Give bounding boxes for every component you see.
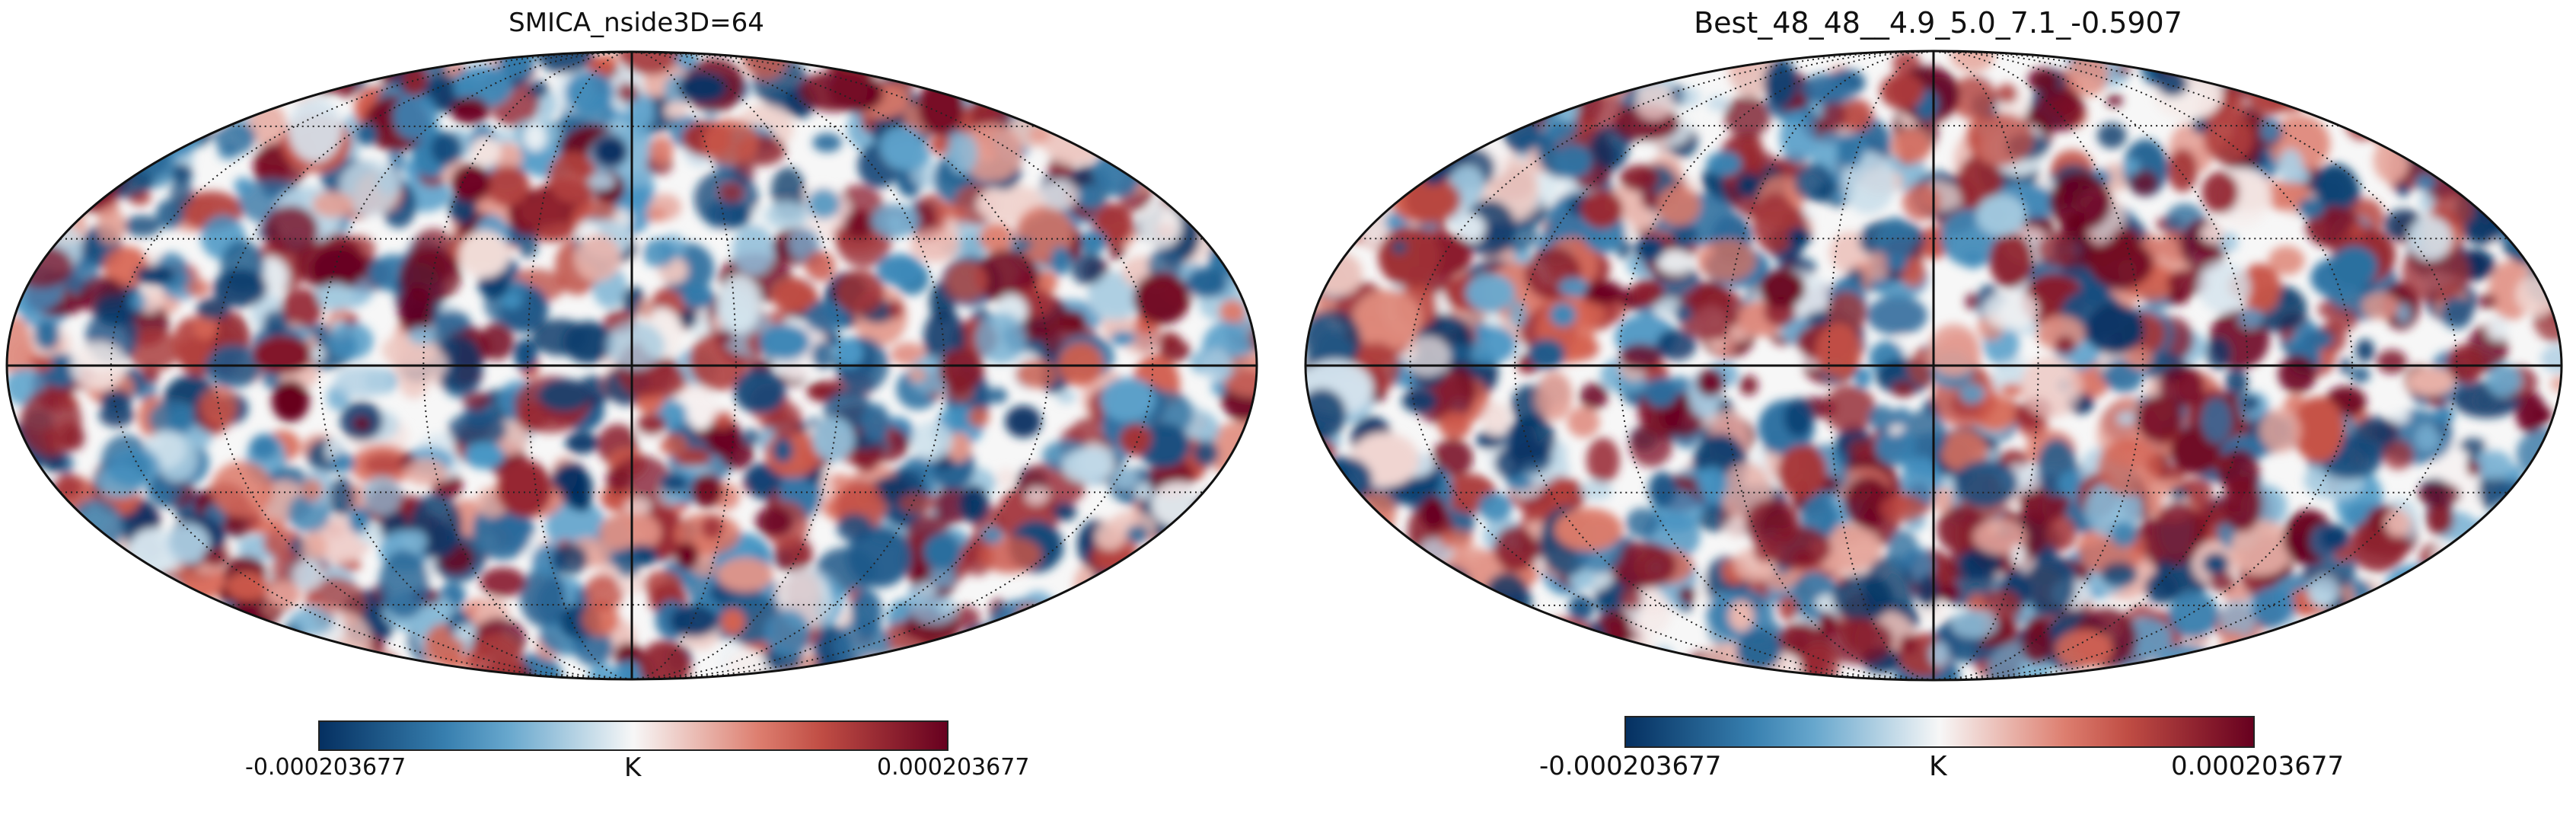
sky-field (7, 52, 1257, 679)
map-panel-right: Best_48_48__4.9_5.0_7.1_-0.5907 -0.00020… (1288, 0, 2576, 821)
colorbar-gradient (1624, 716, 2255, 748)
equator-and-meridian (1306, 51, 2562, 680)
mollweide-map (5, 50, 1258, 681)
colorbar-min-label: -0.000203677 (245, 754, 406, 781)
colorbar-unit: K (1929, 751, 1947, 782)
colorbar-max-label: 0.000203677 (2171, 751, 2345, 781)
equator-and-meridian (7, 52, 1257, 679)
colorbar-max-label: 0.000203677 (877, 754, 1030, 781)
colorbar-min-label: -0.000203677 (1539, 751, 1722, 781)
map-outline (5, 50, 1258, 681)
map-outline (1304, 50, 2563, 682)
mollweide-map (1304, 50, 2563, 682)
colorbar-gradient (318, 720, 948, 751)
map-panel-left: SMICA_nside3D=64 -0.000203677 0.00020367… (5, 8, 1258, 783)
map-title: Best_48_48__4.9_5.0_7.1_-0.5907 (1694, 6, 2182, 40)
colorbar-unit: K (624, 752, 642, 783)
map-title: SMICA_nside3D=64 (509, 8, 764, 38)
